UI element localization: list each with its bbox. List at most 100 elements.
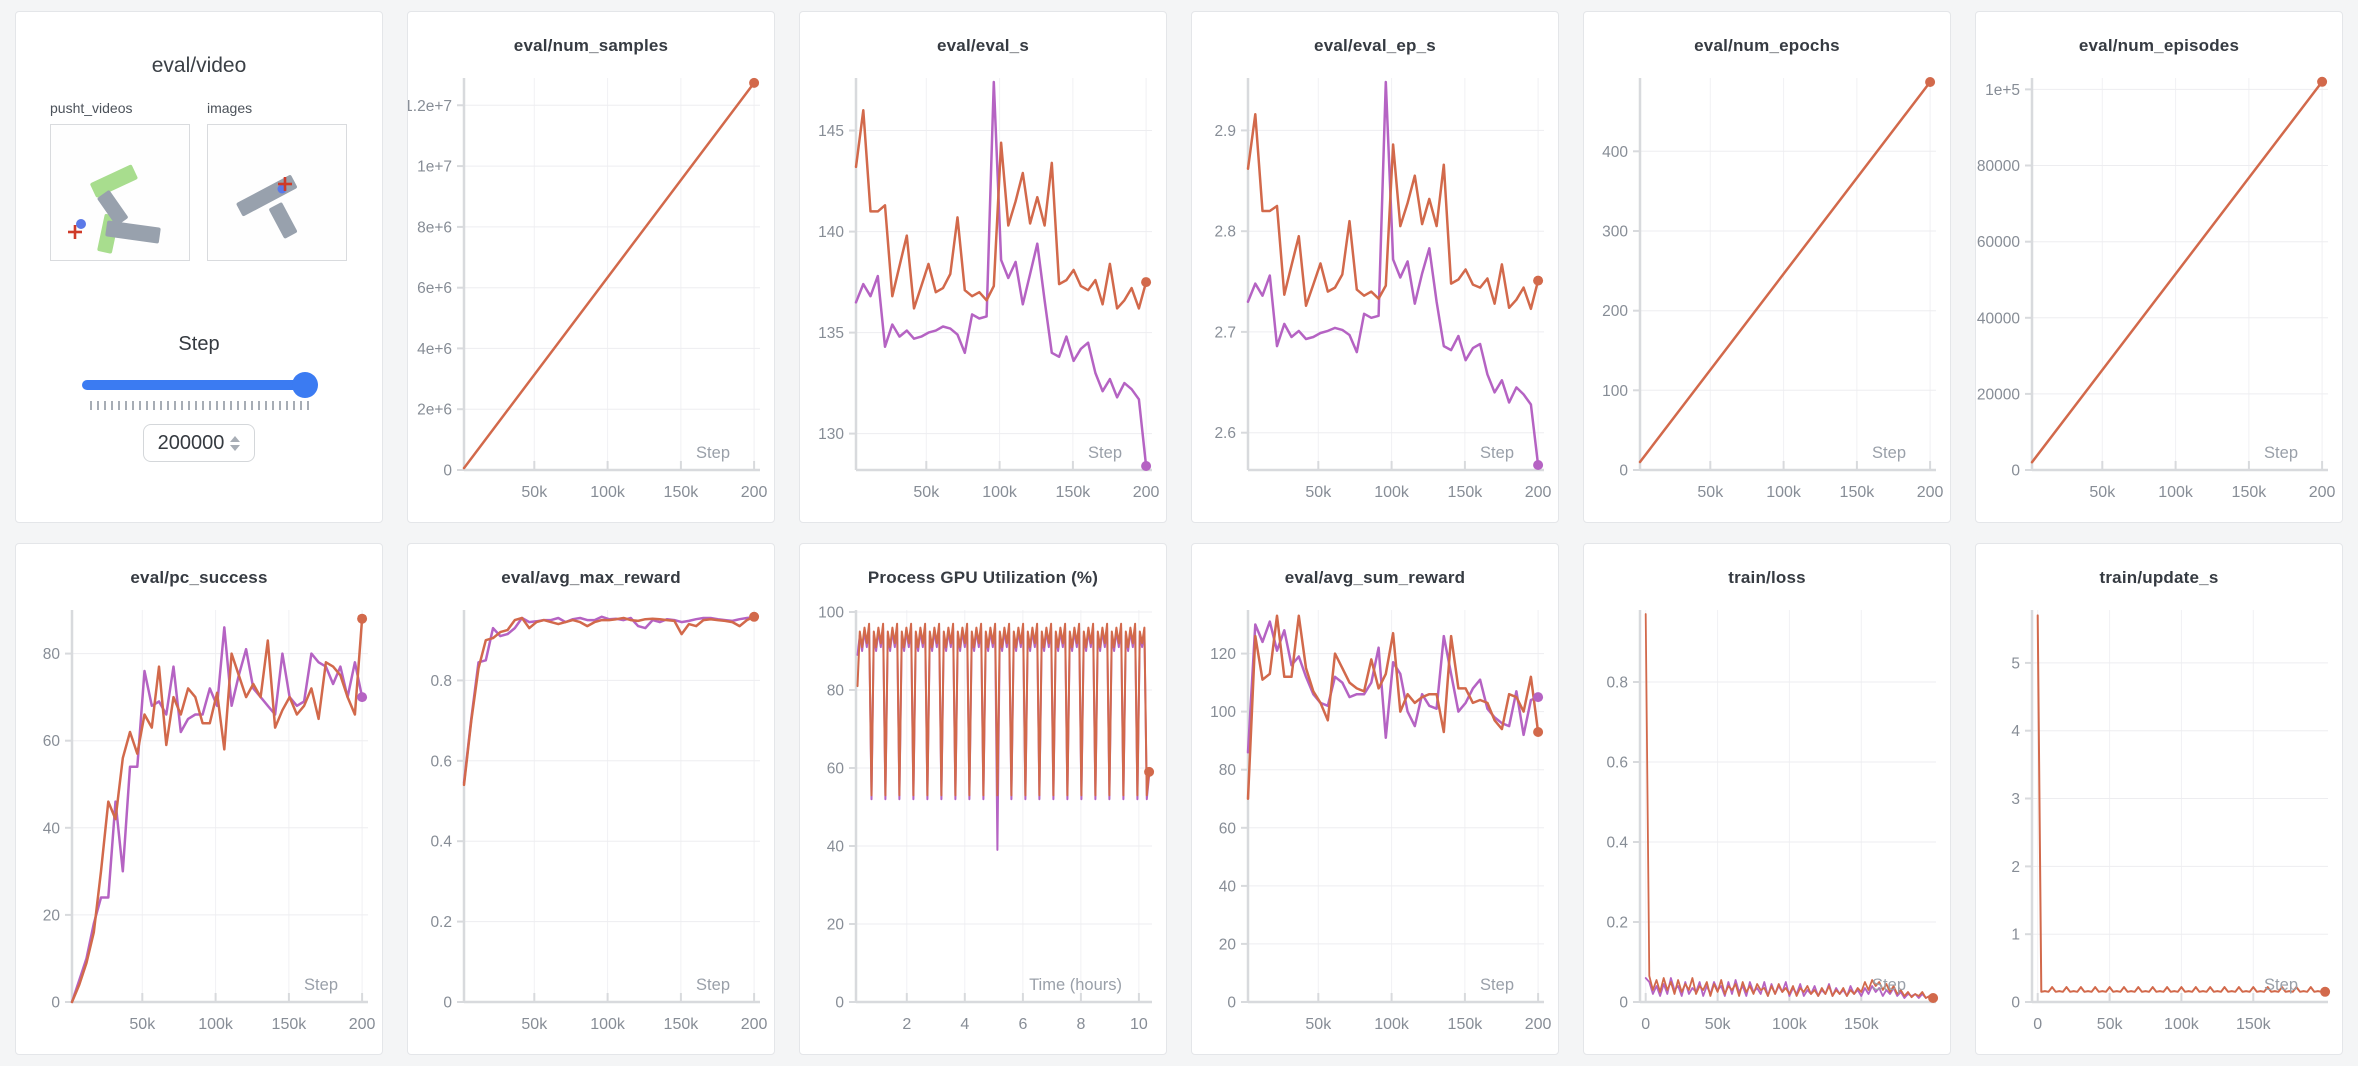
- svg-text:200: 200: [741, 484, 768, 501]
- images-thumbnail[interactable]: [207, 124, 347, 261]
- agent-dot: [76, 219, 86, 229]
- svg-text:50k: 50k: [913, 484, 940, 501]
- svg-text:Step: Step: [1088, 444, 1122, 462]
- chart-canvas: 0 100 200 300 400 50k 100k 150k 200 Step: [1584, 64, 1950, 522]
- svg-text:4: 4: [960, 1016, 969, 1033]
- svg-text:100: 100: [818, 605, 844, 622]
- pusht-video-thumbnail[interactable]: [50, 124, 190, 261]
- svg-text:150k: 150k: [2236, 1016, 2272, 1033]
- svg-text:Step: Step: [304, 976, 338, 994]
- svg-text:Step: Step: [2264, 444, 2298, 462]
- svg-text:100k: 100k: [198, 1016, 234, 1033]
- svg-text:0.8: 0.8: [1606, 675, 1628, 692]
- svg-text:60: 60: [43, 733, 61, 750]
- svg-text:60: 60: [1219, 820, 1237, 837]
- svg-text:100k: 100k: [1766, 484, 1802, 501]
- slider-thumb[interactable]: [292, 372, 318, 398]
- step-slider[interactable]: [82, 372, 318, 398]
- media-group-pusht-videos: pusht_videos: [50, 100, 190, 261]
- svg-text:1e+7: 1e+7: [417, 159, 452, 176]
- svg-text:100k: 100k: [590, 1016, 626, 1033]
- svg-text:0: 0: [443, 995, 452, 1012]
- svg-text:80000: 80000: [1977, 158, 2020, 175]
- svg-text:0: 0: [1227, 995, 1236, 1012]
- svg-text:50k: 50k: [129, 1016, 156, 1033]
- step-value[interactable]: 200000: [157, 431, 225, 454]
- svg-text:6e+6: 6e+6: [417, 280, 452, 297]
- dashboard-grid: eval/video pusht_videos: [15, 11, 2343, 1055]
- svg-text:20: 20: [1219, 936, 1237, 953]
- target-cross: [278, 177, 292, 191]
- svg-text:4e+6: 4e+6: [417, 341, 452, 358]
- svg-text:0: 0: [1619, 463, 1628, 480]
- svg-text:50k: 50k: [2097, 1016, 2124, 1033]
- pusht-scene-image: [236, 175, 298, 239]
- svg-text:40000: 40000: [1977, 310, 2020, 327]
- svg-text:200: 200: [741, 1016, 768, 1033]
- chart-canvas: 0 20 40 60 80 50k 100k 150k 200 Step: [16, 596, 382, 1054]
- svg-text:100k: 100k: [2164, 1016, 2200, 1033]
- chart-canvas: 0 20 40 60 80 100 2 4 6 8 10 Time (hours): [800, 596, 1166, 1054]
- block-tee-shape: [97, 190, 161, 244]
- svg-text:4: 4: [2011, 723, 2020, 740]
- panel-title: eval/video: [151, 54, 247, 77]
- panel-eval-eval-ep-s[interactable]: eval/eval_ep_s 2.6 2.7 2.8 2.9 50k 100k 150k 20…: [1191, 11, 1559, 523]
- svg-text:6: 6: [1018, 1016, 1027, 1033]
- svg-text:2: 2: [2011, 859, 2020, 876]
- svg-text:10: 10: [1130, 1016, 1148, 1033]
- media-label: images: [207, 100, 253, 116]
- panel-process-gpu-utilization[interactable]: Process GPU Utilization (%) 0 20 40 60 80 100…: [799, 543, 1167, 1055]
- svg-text:150k: 150k: [664, 1016, 700, 1033]
- svg-text:Step: Step: [696, 976, 730, 994]
- chevron-down-icon[interactable]: [230, 444, 241, 451]
- svg-text:2.7: 2.7: [1214, 324, 1236, 341]
- panel-eval-num-epochs[interactable]: eval/num_epochs 0 100 200 300 400 50k 100k 150k…: [1583, 11, 1951, 523]
- svg-text:200: 200: [349, 1016, 376, 1033]
- panel-eval-num-episodes[interactable]: eval/num_episodes 0 20000 40000 60000 80000 1…: [1975, 11, 2343, 523]
- panel-train-update-s[interactable]: train/update_s 0 1 2 3 4 5 0 50k 100k 150k Step: [1975, 543, 2343, 1055]
- svg-text:100k: 100k: [982, 484, 1018, 501]
- slider-tick-marks: [90, 401, 312, 410]
- chevron-up-icon[interactable]: [230, 435, 241, 442]
- svg-text:50k: 50k: [521, 1016, 548, 1033]
- svg-text:Time (hours): Time (hours): [1029, 976, 1122, 994]
- svg-text:0.6: 0.6: [1606, 755, 1628, 772]
- svg-text:0: 0: [443, 463, 452, 480]
- svg-text:200: 200: [1917, 484, 1944, 501]
- chart-title: train/update_s: [2099, 568, 2219, 587]
- svg-text:0.6: 0.6: [430, 753, 452, 770]
- svg-text:145: 145: [818, 123, 844, 140]
- panel-eval-video[interactable]: eval/video pusht_videos: [15, 11, 383, 523]
- svg-text:100k: 100k: [1772, 1016, 1808, 1033]
- svg-text:2.9: 2.9: [1214, 123, 1236, 140]
- panel-eval-eval-s[interactable]: eval/eval_s 130 135 140 145 50k 100k 150k 200 St…: [799, 11, 1167, 523]
- media-label: pusht_videos: [50, 100, 133, 116]
- svg-text:60: 60: [827, 761, 845, 778]
- svg-text:100k: 100k: [1374, 1016, 1410, 1033]
- target-cross: [68, 225, 82, 239]
- svg-text:80: 80: [1219, 762, 1237, 779]
- svg-text:150k: 150k: [664, 484, 700, 501]
- svg-text:400: 400: [1602, 144, 1628, 161]
- panel-eval-avg-max-reward[interactable]: eval/avg_max_reward 0 0.2 0.4 0.6 0.8 50k 100k…: [407, 543, 775, 1055]
- svg-text:100: 100: [1602, 383, 1628, 400]
- panel-eval-num-samples[interactable]: eval/num_samples 0 2e+6 4e+6 6e+6 8e+6 1e+7 1.…: [407, 11, 775, 523]
- svg-text:3: 3: [2011, 791, 2020, 808]
- svg-text:150k: 150k: [272, 1016, 308, 1033]
- svg-text:2.8: 2.8: [1214, 224, 1236, 241]
- panel-eval-avg-sum-reward[interactable]: eval/avg_sum_reward 0 20 40 60 80 100 120 50k 10…: [1191, 543, 1559, 1055]
- panel-eval-pc-success[interactable]: eval/pc_success 0 20 40 60 80 50k 100k 150k 200 S…: [15, 543, 383, 1055]
- slider-track[interactable]: [82, 380, 316, 390]
- svg-text:130: 130: [818, 426, 844, 443]
- svg-text:1e+5: 1e+5: [1985, 82, 2020, 99]
- svg-text:80: 80: [43, 646, 61, 663]
- svg-text:120: 120: [1210, 646, 1236, 663]
- panel-train-loss[interactable]: train/loss 0 0.2 0.4 0.6 0.8 0 50k 100k 150k Step: [1583, 543, 1951, 1055]
- svg-text:100: 100: [1210, 704, 1236, 721]
- svg-text:50k: 50k: [1305, 1016, 1332, 1033]
- svg-text:150k: 150k: [1448, 1016, 1484, 1033]
- svg-text:8e+6: 8e+6: [417, 219, 452, 236]
- svg-text:50k: 50k: [1697, 484, 1724, 501]
- svg-text:300: 300: [1602, 224, 1628, 241]
- step-number-input[interactable]: 200000: [143, 424, 255, 462]
